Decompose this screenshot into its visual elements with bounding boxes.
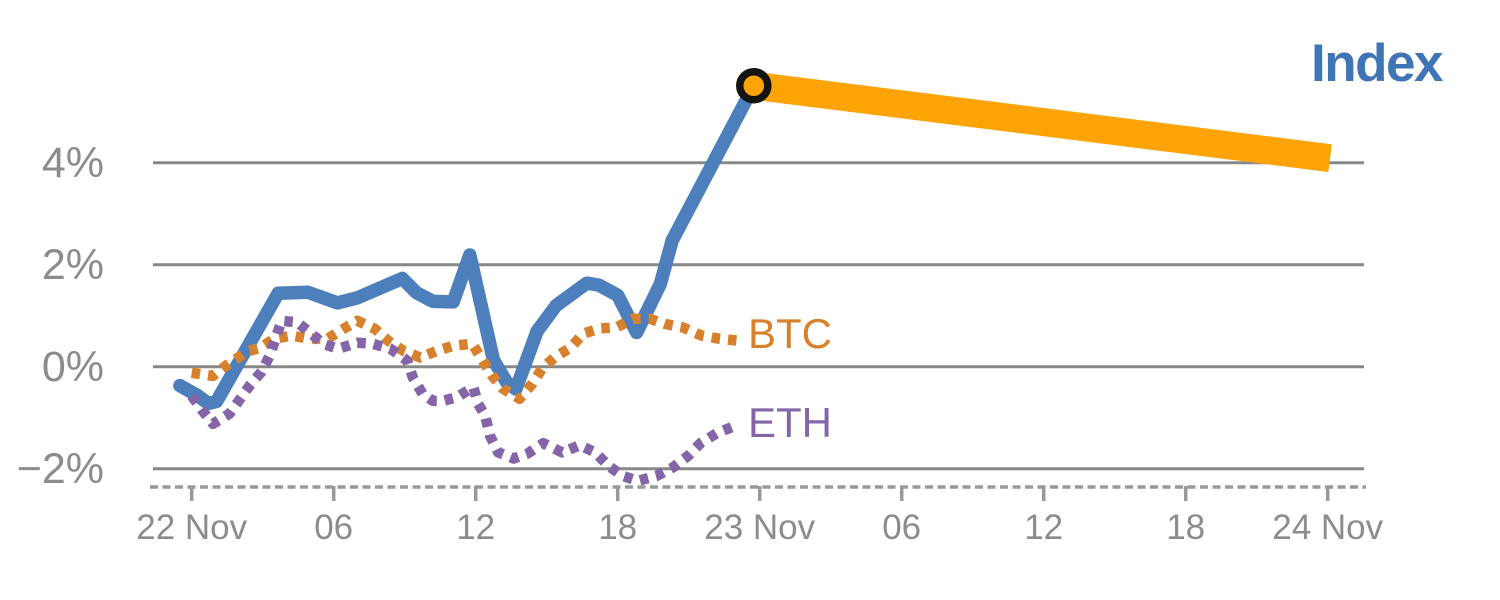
x-tick-label-24nov: 24 Nov [1272,508,1384,547]
x-tick-label-23nov: 23 Nov [704,508,816,547]
btc-series-label: BTC [748,310,832,357]
eth-series-label: ETH [748,399,832,446]
x-tick-label-12b: 12 [1024,508,1064,547]
x-tick-label-12a: 12 [456,508,496,547]
index-series-label: Index [1311,34,1443,93]
y-tick-label-0pct: 0% [41,342,104,391]
y-tick-label-neg2pct: −2% [16,444,104,493]
y-tick-label-4pct: 4% [41,138,104,187]
x-tick-label-22nov: 22 Nov [136,508,248,547]
y-tick-label-2pct: 2% [41,240,104,289]
x-tick-label-18b: 18 [1166,508,1206,547]
x-tick-label-06a: 06 [314,508,354,547]
x-tick-label-18a: 18 [598,508,638,547]
x-tick-label-06b: 06 [882,508,922,547]
